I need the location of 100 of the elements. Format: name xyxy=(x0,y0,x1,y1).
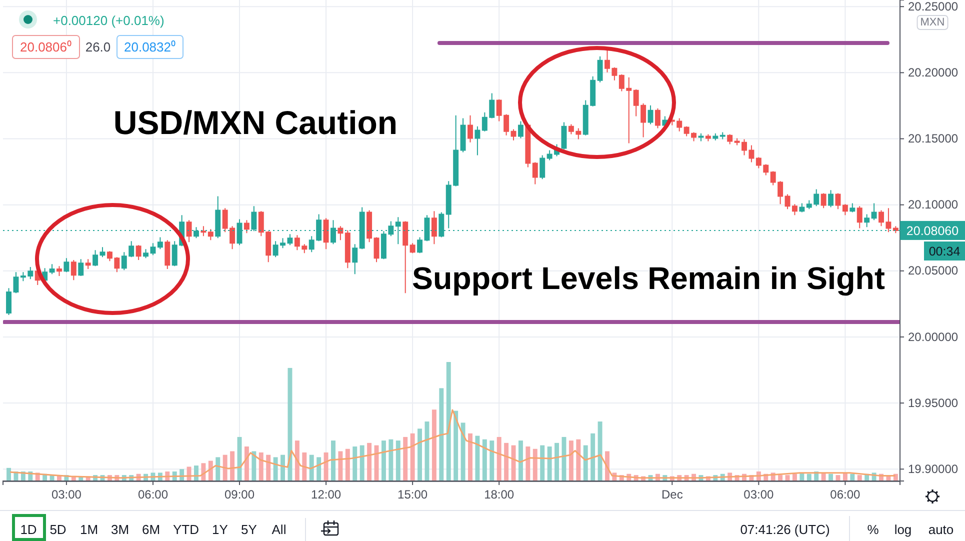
bar xyxy=(583,445,588,481)
candlestick xyxy=(828,190,834,208)
x-tick-label: 03:00 xyxy=(51,488,82,502)
bar xyxy=(258,452,264,481)
bar xyxy=(388,439,394,481)
bar xyxy=(338,451,343,481)
bar xyxy=(302,452,307,481)
bar xyxy=(468,433,472,481)
bar xyxy=(806,474,812,481)
x-tick-label: 18:00 xyxy=(484,488,514,502)
candlestick xyxy=(720,132,726,140)
candlestick xyxy=(518,120,524,139)
text: 5Y xyxy=(241,522,258,537)
candlestick xyxy=(540,154,546,180)
bar xyxy=(554,442,560,481)
candlestick xyxy=(366,210,372,243)
bar xyxy=(598,422,602,481)
candlestick xyxy=(85,258,91,270)
bar xyxy=(418,428,422,481)
bar xyxy=(792,474,797,481)
bar xyxy=(352,446,358,481)
candlestick xyxy=(431,210,437,245)
bar xyxy=(568,440,574,481)
bar xyxy=(331,440,336,481)
bar xyxy=(316,457,322,481)
bar xyxy=(345,448,350,481)
candlestick xyxy=(792,204,798,216)
ref-line-label: 20.08060 xyxy=(906,224,959,238)
candlestick xyxy=(56,266,62,277)
y-tick-label: 20.25000 xyxy=(908,0,958,14)
x-tick-label: 06:00 xyxy=(830,488,861,502)
candlestick xyxy=(78,258,84,277)
y-tick-label: 20.15000 xyxy=(908,132,958,146)
bar xyxy=(857,475,862,481)
bar xyxy=(410,433,415,481)
annotation: 20.0832⁰ xyxy=(124,40,176,54)
candlestick xyxy=(705,134,711,142)
candlestick xyxy=(402,220,408,294)
annotation: +0.00120 (+0.01%) xyxy=(53,13,164,28)
x-tick-label: 15:00 xyxy=(398,488,428,502)
bar xyxy=(288,368,292,481)
candlestick xyxy=(820,192,826,209)
bar xyxy=(252,451,256,481)
annotation: 20.0806⁰ xyxy=(20,40,72,54)
text: 1D xyxy=(20,522,37,537)
bar xyxy=(216,457,220,481)
text: 6M xyxy=(142,522,160,537)
candlestick xyxy=(208,228,214,241)
bar xyxy=(396,440,400,481)
bar xyxy=(280,454,286,481)
bar xyxy=(475,436,480,481)
annotation: 26.0 xyxy=(85,40,111,54)
text: auto xyxy=(928,522,954,537)
candlestick xyxy=(164,240,170,270)
text: log xyxy=(894,522,912,537)
y-tick-label: 20.05000 xyxy=(908,264,958,278)
y-tick-label: 19.95000 xyxy=(908,396,958,410)
candlestick xyxy=(864,214,870,228)
candlestick xyxy=(856,206,862,229)
candlestick xyxy=(727,134,733,145)
annotation: USD/MXN Caution xyxy=(113,104,398,141)
bar xyxy=(532,448,538,481)
candlestick xyxy=(698,132,704,142)
text: 1M xyxy=(80,522,98,537)
bar xyxy=(850,474,855,481)
bar xyxy=(460,422,466,481)
y-tick-label: 19.90000 xyxy=(908,462,958,476)
candlestick xyxy=(799,202,805,213)
bar xyxy=(439,388,444,481)
bar xyxy=(230,451,235,481)
bar xyxy=(381,440,386,481)
candlestick xyxy=(157,236,163,250)
bar xyxy=(490,440,494,481)
bar xyxy=(454,410,458,481)
x-tick-label: 06:00 xyxy=(138,488,168,502)
candlestick xyxy=(410,242,416,254)
bar xyxy=(294,440,300,481)
bar xyxy=(778,475,783,481)
candlestick xyxy=(532,162,538,185)
candlestick xyxy=(871,202,877,221)
candlestick xyxy=(49,264,55,275)
candlestick xyxy=(323,218,329,250)
bar xyxy=(526,446,530,481)
y-tick-label: 20.20000 xyxy=(908,66,958,80)
candlestick xyxy=(597,56,603,83)
bar xyxy=(273,457,278,481)
bar xyxy=(590,433,596,481)
text: 5D xyxy=(50,522,66,537)
candlestick xyxy=(100,246,106,258)
bar xyxy=(266,454,271,481)
bar xyxy=(446,362,451,481)
candlestick xyxy=(338,226,344,241)
bar xyxy=(518,440,523,481)
annotation: Support Levels Remain in Sight xyxy=(412,261,886,296)
candlestick xyxy=(64,258,70,273)
y-axis-title: MXN xyxy=(920,16,945,28)
candlestick xyxy=(136,244,142,261)
candlestick xyxy=(460,118,466,153)
bar xyxy=(367,442,372,481)
candlestick xyxy=(244,220,250,234)
